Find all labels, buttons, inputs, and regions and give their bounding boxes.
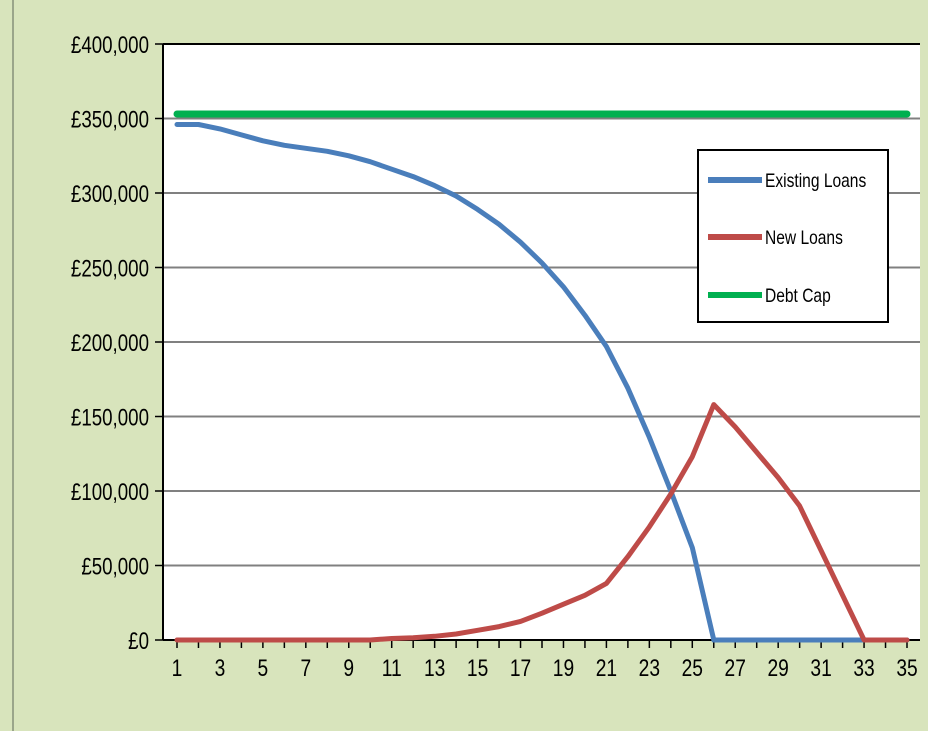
legend-label-debt-cap: Debt Cap: [765, 285, 831, 307]
y-tick-label: £100,000: [71, 479, 149, 506]
x-tick-label: 33: [853, 654, 874, 682]
x-tick-label: 25: [682, 654, 703, 682]
x-tick-label: 9: [343, 654, 354, 682]
axes: £0 £50,000 £100,000 £150,000 £200,000 £250,00…: [71, 32, 920, 682]
y-tick-label: £50,000: [81, 553, 149, 580]
legend-label-existing-loans: Existing Loans: [765, 170, 867, 192]
x-tick-label: 13: [424, 654, 445, 682]
x-tick-label: 15: [467, 654, 488, 682]
legend-label-new-loans: New Loans: [765, 227, 843, 249]
series-line-existing-loans: [174, 122, 910, 643]
x-tick-label: 11: [382, 654, 402, 682]
x-tick-label: 23: [639, 654, 660, 682]
y-tick-label: £200,000: [71, 330, 149, 357]
y-tick-label: £0: [128, 628, 149, 655]
y-tick-label: £300,000: [71, 181, 149, 208]
y-tick-label: £400,000: [71, 32, 149, 59]
legend: Existing Loans New Loans Debt Cap: [697, 149, 889, 323]
x-tick-label: 17: [510, 654, 531, 682]
x-tick-label: 27: [725, 654, 746, 682]
x-tick-label: 19: [553, 654, 574, 682]
x-tick-label: 1: [172, 654, 183, 682]
x-tick-label: 31: [810, 654, 831, 682]
y-tick-label: £250,000: [71, 255, 149, 282]
series-lines: [173, 110, 911, 643]
x-tick-label: 5: [258, 654, 269, 682]
x-tick-label: 35: [896, 654, 917, 682]
y-tick-label: £150,000: [71, 404, 149, 431]
y-tick-label: £350,000: [71, 106, 149, 133]
x-tick-label: 21: [596, 654, 617, 682]
x-tick-label: 7: [300, 654, 311, 682]
x-tick-label: 29: [767, 654, 788, 682]
series-line-new-loans: [174, 402, 910, 643]
x-tick-label: 3: [215, 654, 226, 682]
